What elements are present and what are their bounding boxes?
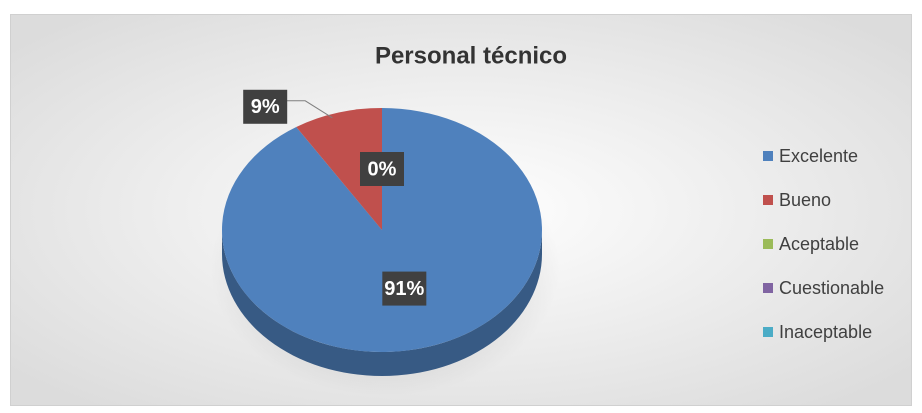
slice — [221, 108, 542, 352]
data-label: 0% — [368, 158, 397, 180]
legend-swatch — [763, 239, 773, 249]
legend-swatch — [763, 327, 773, 337]
data-label-box — [243, 89, 288, 124]
data-label: 9% — [251, 96, 280, 118]
legend-label: Aceptable — [779, 234, 859, 254]
slice-side — [222, 230, 542, 376]
legend-label: Excelente — [779, 146, 858, 166]
legend-swatch — [763, 283, 773, 293]
data-label-box — [382, 271, 427, 306]
chart-title: Personal técnico — [375, 42, 567, 69]
data-label-box — [360, 152, 404, 186]
legend-swatch — [763, 195, 773, 205]
legend-swatch — [763, 151, 773, 161]
data-label: 91% — [384, 278, 424, 300]
legend-label: Cuestionable — [779, 278, 884, 298]
legend-label: Bueno — [779, 190, 831, 210]
slice — [296, 108, 382, 230]
leader-line — [285, 100, 333, 119]
legend-label: Inaceptable — [779, 322, 872, 342]
